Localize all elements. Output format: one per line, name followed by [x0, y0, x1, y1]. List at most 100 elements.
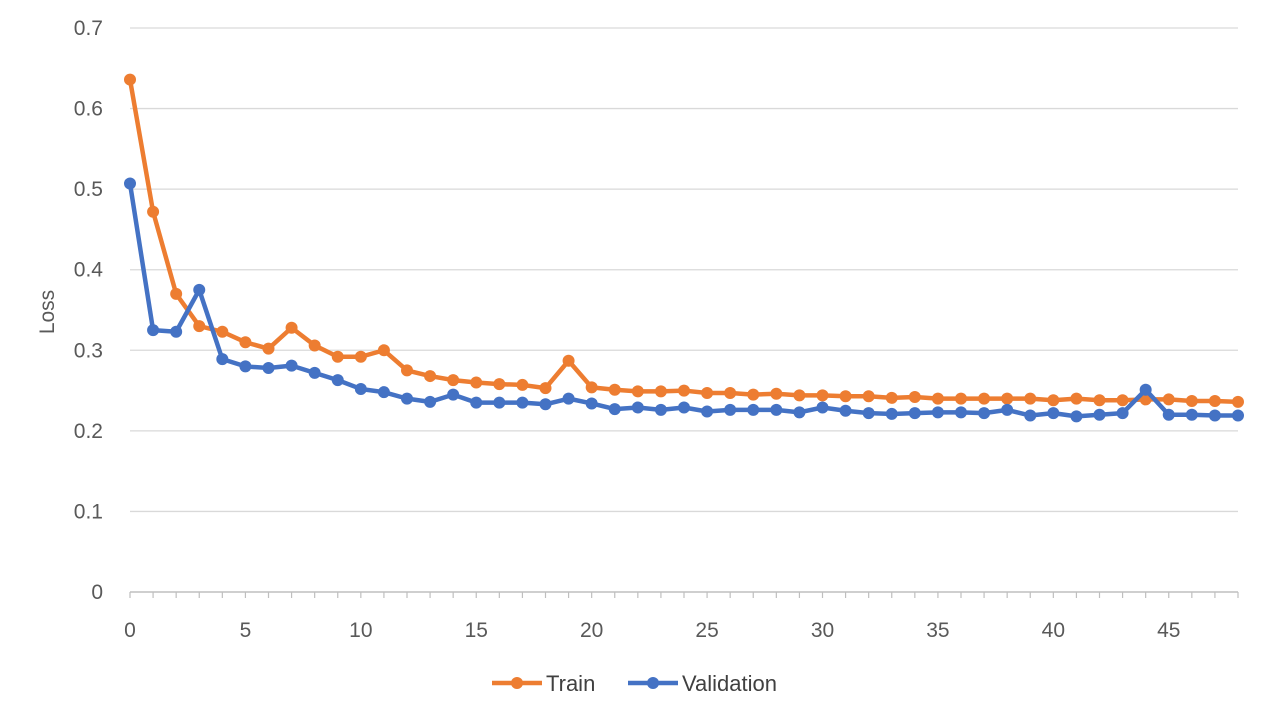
data-point-train — [401, 364, 413, 377]
data-point-train — [585, 381, 598, 394]
data-point-train — [1208, 395, 1221, 408]
data-point-validation — [1139, 383, 1152, 396]
data-point-validation — [262, 362, 275, 375]
x-tick-label: 30 — [811, 619, 834, 642]
x-tick-label: 45 — [1157, 619, 1180, 642]
data-point-train — [747, 388, 760, 401]
data-point-train — [539, 382, 552, 395]
data-point-validation — [793, 406, 806, 419]
x-tick-label: 20 — [580, 619, 603, 642]
data-point-validation — [216, 353, 229, 366]
legend-item-validation: Validation — [628, 671, 777, 696]
series-train — [124, 73, 1244, 408]
data-point-validation — [424, 395, 437, 408]
data-point-validation — [631, 401, 644, 414]
data-point-validation — [608, 403, 621, 416]
data-point-train — [862, 390, 875, 403]
data-point-train — [701, 386, 714, 399]
data-point-validation — [1093, 408, 1106, 421]
data-point-validation — [1070, 410, 1083, 423]
legend-label: Validation — [682, 671, 777, 696]
data-point-train — [885, 391, 898, 404]
data-point-train — [470, 376, 483, 389]
data-point-train — [931, 392, 944, 405]
data-point-validation — [747, 403, 760, 416]
data-point-train — [816, 389, 829, 402]
data-point-train — [377, 344, 390, 357]
data-point-train — [1001, 392, 1014, 405]
data-point-train — [978, 392, 991, 405]
data-point-train — [678, 384, 690, 397]
data-point-validation — [354, 382, 367, 395]
data-point-validation — [978, 407, 991, 420]
x-tick-label: 5 — [240, 619, 252, 642]
x-tick-label: 15 — [465, 619, 488, 642]
legend-swatch-marker — [647, 677, 659, 689]
data-point-train — [1024, 392, 1037, 405]
data-point-validation — [147, 324, 160, 337]
y-tick-label: 0.5 — [74, 178, 103, 201]
data-point-train — [516, 378, 529, 391]
series-line-train — [127, 77, 1241, 405]
data-point-validation — [1232, 409, 1244, 422]
data-point-validation — [770, 403, 783, 416]
data-point-validation — [1185, 408, 1198, 421]
data-point-train — [308, 339, 321, 352]
data-point-validation — [447, 388, 460, 401]
y-tick-label: 0.6 — [74, 98, 103, 121]
x-tick-label: 0 — [124, 619, 136, 642]
x-tick-label: 40 — [1042, 619, 1065, 642]
data-point-validation — [908, 407, 921, 420]
data-point-validation — [955, 406, 967, 419]
data-point-validation — [401, 392, 413, 405]
data-point-validation — [539, 398, 552, 411]
x-axis: 0 5 10 15 20 25 30 35 40 45 — [124, 591, 1239, 642]
data-point-train — [1185, 395, 1198, 408]
data-point-validation — [1024, 409, 1037, 422]
y-tick-label: 0.1 — [74, 500, 103, 523]
data-point-validation — [239, 360, 252, 373]
data-point-train — [354, 350, 367, 363]
data-point-train — [839, 390, 852, 403]
data-point-train — [1047, 394, 1060, 407]
data-point-train — [608, 383, 621, 396]
data-point-train — [631, 385, 644, 398]
data-point-train — [147, 205, 160, 218]
data-point-validation — [1116, 407, 1129, 420]
legend-item-train: Train — [492, 671, 595, 696]
data-point-validation — [931, 406, 944, 419]
data-point-train — [908, 391, 921, 404]
data-point-train — [1162, 393, 1175, 406]
data-point-validation — [816, 401, 829, 414]
data-point-train — [331, 350, 344, 363]
data-point-train — [1232, 395, 1244, 408]
data-point-validation — [170, 325, 183, 338]
data-point-train — [955, 392, 967, 405]
data-point-train — [724, 386, 737, 399]
x-tick-label: 10 — [349, 619, 372, 642]
data-point-validation — [285, 359, 298, 372]
data-point-validation — [562, 392, 575, 405]
legend-swatch-marker — [511, 677, 523, 689]
data-point-train — [447, 374, 460, 387]
x-tick-label: 35 — [926, 619, 949, 642]
data-point-train — [770, 387, 783, 400]
data-point-validation — [724, 403, 737, 416]
y-tick-label: 0.4 — [74, 259, 104, 282]
data-point-train — [562, 354, 575, 367]
data-point-train — [124, 73, 136, 86]
data-point-train — [1116, 394, 1129, 407]
data-point-train — [216, 325, 229, 338]
data-point-validation — [701, 405, 714, 418]
x-tick-label: 25 — [695, 619, 718, 642]
data-point-validation — [308, 366, 321, 379]
data-point-train — [654, 385, 667, 398]
data-point-train — [170, 287, 183, 300]
y-axis-tick-labels: 0 0.1 0.2 0.3 0.4 0.5 0.6 0.7 — [74, 17, 104, 604]
data-point-validation — [1001, 403, 1014, 416]
gridlines — [130, 27, 1238, 513]
data-point-train — [424, 370, 437, 383]
data-point-train — [1139, 393, 1152, 406]
series-line-validation — [127, 181, 1241, 419]
